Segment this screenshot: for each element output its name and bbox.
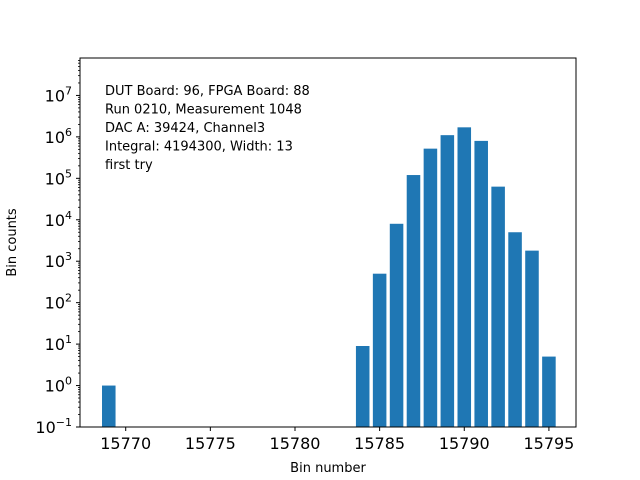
x-tick-label: 15795 [523,434,574,453]
annotation-textbox: DUT Board: 96, FPGA Board: 88 Run 0210, M… [105,84,310,173]
bar-15787 [406,175,421,427]
x-tick-label: 15790 [439,434,490,453]
annotation-line: first try [105,158,153,173]
y-tick-label: 100 [45,375,72,396]
y-tick-label: 104 [45,209,72,230]
x-tick-label: 15770 [100,434,151,453]
y-tick-label: 106 [45,126,72,147]
annotation-line: DAC A: 39424, Channel3 [105,121,265,136]
bar-15789 [440,135,455,427]
bar-15788 [423,148,438,428]
x-tick-label: 15785 [354,434,405,453]
bar-15793 [508,232,522,427]
bar-15794 [525,250,539,427]
bar-15769 [102,385,116,427]
bar-15792 [491,186,505,427]
bar-15790 [457,127,472,427]
x-axis-ticks: 15770 15775 15780 15785 15790 15795 [100,427,574,453]
bar-15785 [372,273,387,427]
y-tick-label: 103 [45,250,72,271]
annotation-line: Integral: 4194300, Width: 13 [105,140,293,155]
y-tick-label: 107 [45,84,72,105]
bar-15786 [389,223,404,427]
bar-15784 [355,346,370,427]
y-tick-label: 101 [45,333,72,354]
y-axis-ticks: 10−1 100 101 102 103 104 105 106 107 [35,60,80,437]
bars-group [102,127,556,428]
bar-15795 [542,356,556,427]
x-tick-label: 15775 [185,434,236,453]
y-tick-label: 102 [45,292,72,313]
y-tick-label: 10−1 [35,416,72,437]
plot-frame [79,57,577,428]
y-axis-label: Bin counts [5,208,20,277]
y-tick-label: 105 [45,167,72,188]
x-axis-label: Bin number [290,461,366,476]
annotation-line: DUT Board: 96, FPGA Board: 88 [105,84,310,99]
bar-15791 [474,140,488,427]
x-tick-label: 15780 [270,434,321,453]
annotation-line: Run 0210, Measurement 1048 [105,103,302,118]
